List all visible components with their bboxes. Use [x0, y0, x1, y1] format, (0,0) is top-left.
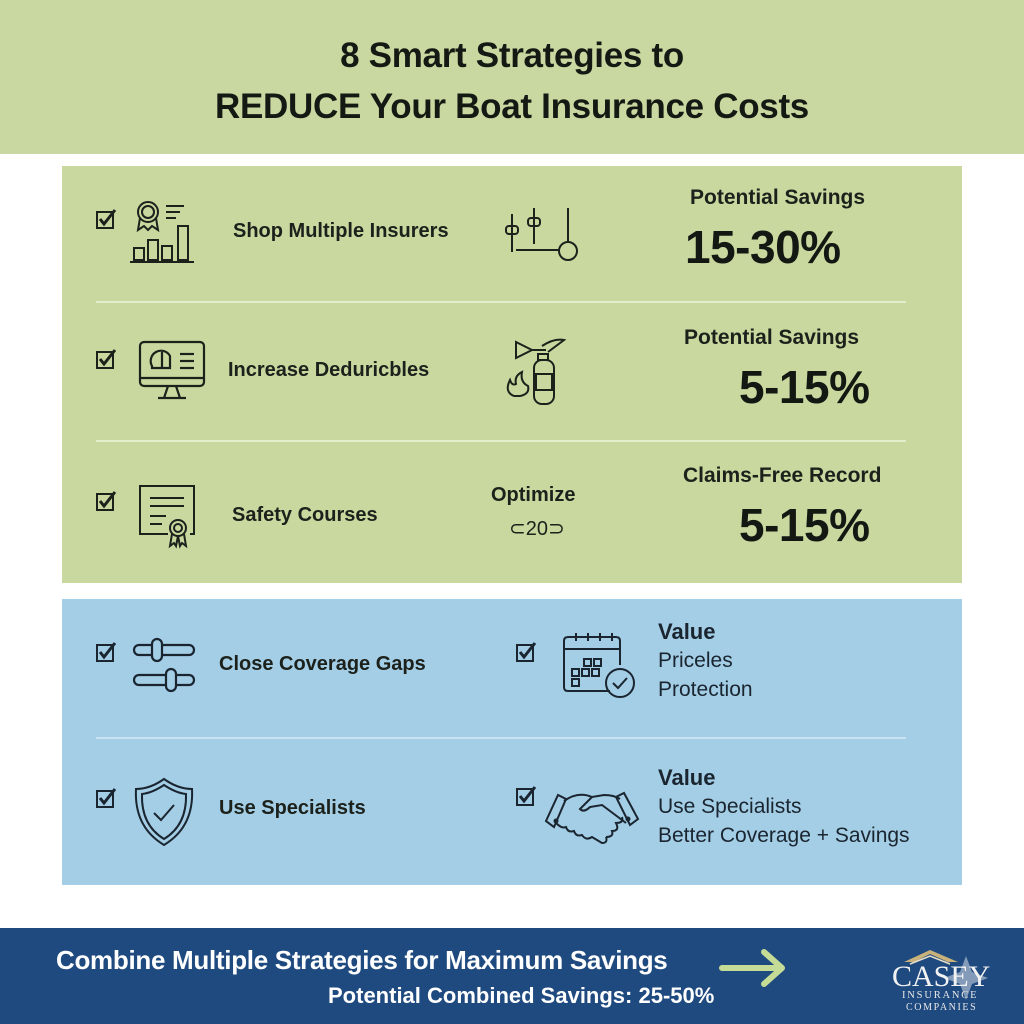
footer-subline: Potential Combined Savings: 25-50%: [328, 983, 715, 1008]
toggle-sliders-icon: [132, 637, 196, 693]
footer-headline: Combine Multiple Strategies for Maximum …: [56, 945, 668, 975]
savings-label: Potential Savings: [684, 326, 860, 349]
strategy-label: Increase Deduricbles: [228, 359, 430, 381]
savings-label: Claims-Free Record: [683, 464, 882, 487]
arrow-right-icon: [719, 949, 785, 987]
award-chart-icon: [130, 201, 194, 263]
value-line2: Use Specialists: [658, 795, 802, 818]
row-divider: [96, 440, 906, 442]
value-line3: Better Coverage + Savings: [658, 824, 910, 847]
strategy-label: Close Coverage Gaps: [219, 653, 426, 675]
monitor-gauge-icon: [138, 340, 206, 400]
checkbox-checked-icon[interactable]: [516, 641, 538, 663]
casey-logo: CASEY INSURANCE COMPANIES: [888, 944, 1008, 1014]
certificate-icon: [139, 485, 195, 549]
optimize-label: Optimize: [491, 484, 576, 506]
strategy-label: Use Specialists: [219, 797, 366, 819]
savings-value: 15-30%: [685, 221, 841, 273]
checkbox-checked-icon[interactable]: [96, 787, 118, 809]
strategy-label: Shop Multiple Insurers: [233, 220, 449, 242]
row-divider: [96, 737, 906, 739]
savings-label: Potential Savings: [690, 186, 866, 209]
value-title: Value: [658, 765, 716, 790]
header-banner: 8 Smart Strategies to REDUCE Your Boat I…: [0, 0, 1024, 154]
savings-value: 5-15%: [739, 499, 870, 551]
footer-banner: Combine Multiple Strategies for Maximum …: [0, 928, 1024, 1024]
calendar-check-icon: [563, 633, 635, 698]
strategy-label: Safety Courses: [232, 504, 378, 526]
checkbox-checked-icon[interactable]: [96, 348, 118, 370]
row-divider: [96, 301, 906, 303]
value-line3: Protection: [658, 678, 753, 701]
logo-line2: INSURANCE: [902, 990, 979, 1001]
strategies-panel-blue: Close Coverage Gaps Value Priceles Prote…: [62, 599, 962, 885]
handshake-icon: [544, 791, 640, 845]
value-line2: Priceles: [658, 649, 733, 672]
checkbox-checked-icon[interactable]: [516, 785, 538, 807]
checkbox-checked-icon[interactable]: [96, 208, 118, 230]
savings-value: 5-15%: [739, 361, 870, 413]
value-block: Value Priceles Protection: [658, 617, 753, 704]
sliders-icon: [505, 208, 578, 261]
logo-roof-star-icon: [904, 950, 988, 1000]
logo-line3: COMPANIES: [906, 1002, 978, 1013]
optimize-sub: ⊂20⊃: [509, 518, 565, 540]
shield-check-icon: [134, 777, 194, 847]
page-title-line2: REDUCE Your Boat Insurance Costs: [215, 87, 809, 126]
page-title-line1: 8 Smart Strategies to: [340, 36, 684, 75]
logo-name: CASEY: [892, 960, 991, 993]
checkbox-checked-icon[interactable]: [96, 641, 118, 663]
value-title: Value: [658, 619, 716, 644]
value-block: Value Use Specialists Better Coverage + …: [658, 763, 910, 850]
strategies-panel-green: Shop Multiple Insurers Potential Savings…: [62, 166, 962, 583]
fire-extinguisher-icon: [506, 338, 567, 405]
checkbox-checked-icon[interactable]: [96, 490, 118, 512]
